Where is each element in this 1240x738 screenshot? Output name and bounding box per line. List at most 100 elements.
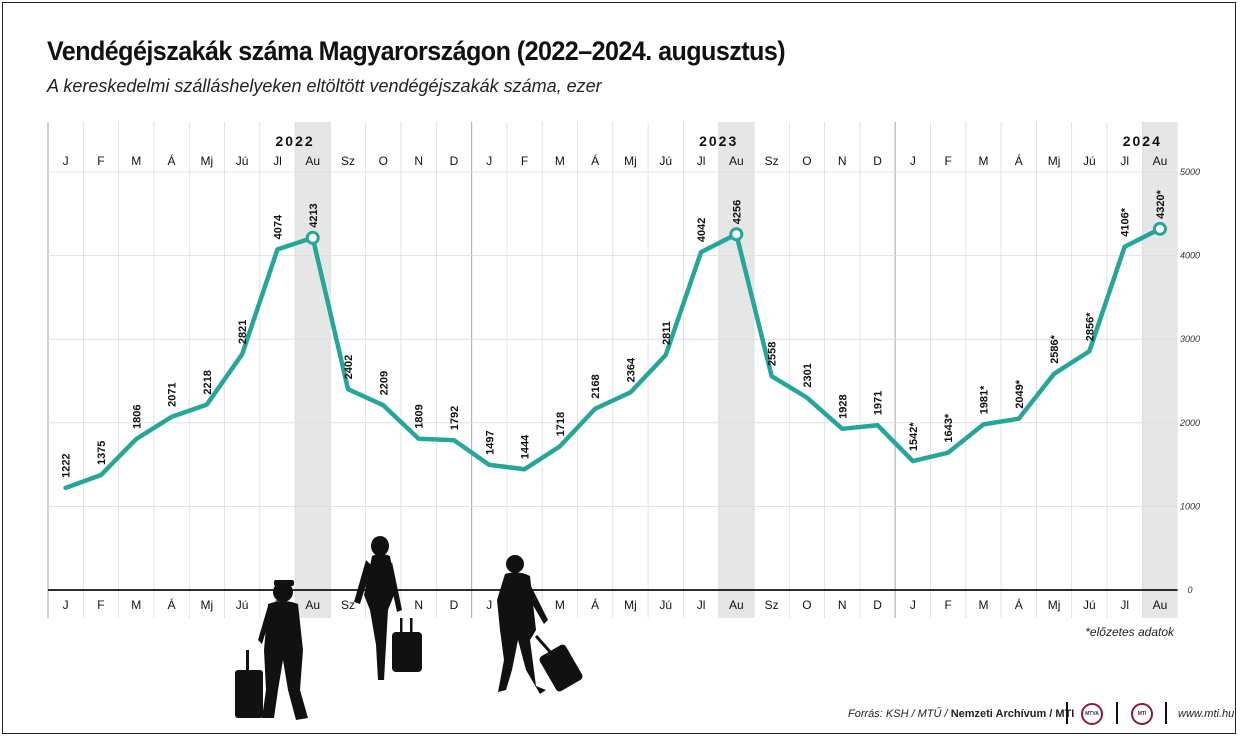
data-label: 2402: [343, 355, 355, 379]
x-tick-label: Au: [305, 154, 320, 168]
x-tick-label: Sz: [765, 154, 779, 168]
x-tick-label: Jú: [659, 598, 672, 612]
x-tick-label: Au: [729, 598, 744, 612]
y-tick-label: 5000: [1180, 167, 1200, 177]
x-tick-label: Au: [1153, 598, 1168, 612]
data-label: 1981*: [978, 385, 990, 414]
x-tick-label: Jl: [1120, 154, 1129, 168]
data-label: 1718: [555, 412, 567, 436]
data-label: 1375: [96, 441, 108, 465]
data-label: 4074: [272, 214, 284, 239]
x-tick-label: F: [944, 598, 951, 612]
year-label: 2024: [1123, 133, 1162, 149]
data-label: 2586*: [1049, 334, 1061, 363]
x-tick-label: J: [486, 598, 492, 612]
x-tick-label: N: [838, 154, 847, 168]
x-tick-label: F: [97, 154, 104, 168]
data-label: 4042: [696, 218, 708, 242]
x-tick-label: J: [63, 154, 69, 168]
x-tick-label: O: [802, 154, 811, 168]
x-tick-label: Jl: [697, 598, 706, 612]
separator: [1116, 702, 1118, 724]
x-tick-label: Mj: [1048, 154, 1061, 168]
x-tick-label: Á: [1015, 597, 1023, 612]
mtva-logo-icon: MTVA: [1081, 703, 1103, 725]
x-tick-label: M: [978, 598, 988, 612]
x-tick-label: Sz: [765, 598, 779, 612]
x-tick-label: M: [131, 598, 141, 612]
x-tick-label: Mj: [201, 154, 214, 168]
x-tick-label: Sz: [341, 154, 355, 168]
x-tick-label: J: [63, 598, 69, 612]
x-tick-label: N: [838, 598, 847, 612]
year-label: 2023: [699, 133, 738, 149]
x-tick-label: Jl: [697, 154, 706, 168]
data-label: 2856*: [1084, 312, 1096, 341]
x-tick-label: M: [131, 154, 141, 168]
x-tick-label: D: [873, 154, 882, 168]
x-tick-label: Au: [305, 598, 320, 612]
y-tick-label: 2000: [1179, 418, 1200, 428]
x-tick-label: F: [944, 154, 951, 168]
source-url: www.mti.hu: [1178, 708, 1235, 720]
data-label: 1444: [520, 434, 532, 459]
x-tick-label: Mj: [624, 154, 637, 168]
data-label: 2209: [378, 371, 390, 395]
x-tick-label: O: [802, 598, 811, 612]
x-tick-label: Jú: [1083, 598, 1096, 612]
x-tick-label: Jú: [659, 154, 672, 168]
x-tick-label: N: [414, 598, 423, 612]
data-point-marker: [305, 230, 320, 245]
x-tick-label: Jl: [273, 154, 282, 168]
x-tick-label: Jú: [1083, 154, 1096, 168]
x-tick-label: D: [450, 154, 459, 168]
x-tick-label: J: [910, 598, 916, 612]
highlight-column: [1142, 122, 1178, 618]
x-tick-label: O: [379, 154, 388, 168]
source-text: Forrás: KSH / MTŰ / Nemzeti Archívum / M…: [848, 708, 1074, 720]
y-tick-label: 4000: [1180, 251, 1200, 261]
x-tick-label: D: [450, 598, 459, 612]
y-tick-label: 1000: [1180, 501, 1200, 511]
data-label: 1643*: [943, 413, 955, 442]
data-label: 4256: [731, 200, 743, 224]
x-tick-label: Jú: [236, 154, 249, 168]
traveller-silhouettes-icon: [235, 536, 583, 720]
x-tick-label: Á: [168, 597, 176, 612]
x-tick-label: Á: [168, 153, 176, 168]
x-tick-label: Mj: [1048, 598, 1061, 612]
chart-title: Vendégéjszakák száma Magyarországon (202…: [47, 36, 786, 66]
mti-logo-icon: MTI: [1131, 703, 1153, 725]
x-tick-label: Au: [729, 154, 744, 168]
data-label: 2558: [767, 342, 779, 366]
source-prefix: Forrás: KSH / MTŰ /: [848, 708, 951, 720]
data-point-marker: [1152, 221, 1167, 236]
data-label: 1792: [449, 406, 461, 430]
year-label: 2022: [276, 133, 315, 149]
data-label: 4213: [308, 203, 320, 227]
x-tick-label: F: [97, 598, 104, 612]
y-tick-label: 0: [1187, 585, 1192, 595]
separator: [1165, 702, 1167, 724]
data-label: 1806: [131, 405, 143, 429]
x-tick-label: Á: [1015, 153, 1023, 168]
data-label: 1971: [873, 391, 885, 415]
data-label: 2364: [625, 357, 637, 382]
data-label: 1542*: [908, 422, 920, 451]
x-tick-label: D: [873, 598, 882, 612]
x-tick-label: Mj: [201, 598, 214, 612]
x-tick-label: J: [486, 154, 492, 168]
x-tick-label: Au: [1153, 154, 1168, 168]
data-label: 1809: [414, 404, 426, 428]
highlight-column: [718, 122, 754, 618]
data-label: 2168: [590, 374, 602, 398]
source-bold: Nemzeti Archívum / MTI: [950, 708, 1075, 720]
data-label: 1222: [61, 453, 73, 477]
x-tick-label: Jl: [1120, 598, 1129, 612]
x-tick-label: F: [521, 154, 528, 168]
x-tick-label: Mj: [624, 598, 637, 612]
separator: [1066, 702, 1068, 724]
data-point-marker: [729, 227, 744, 242]
data-label: 1497: [484, 430, 496, 454]
x-tick-label: Á: [591, 597, 599, 612]
